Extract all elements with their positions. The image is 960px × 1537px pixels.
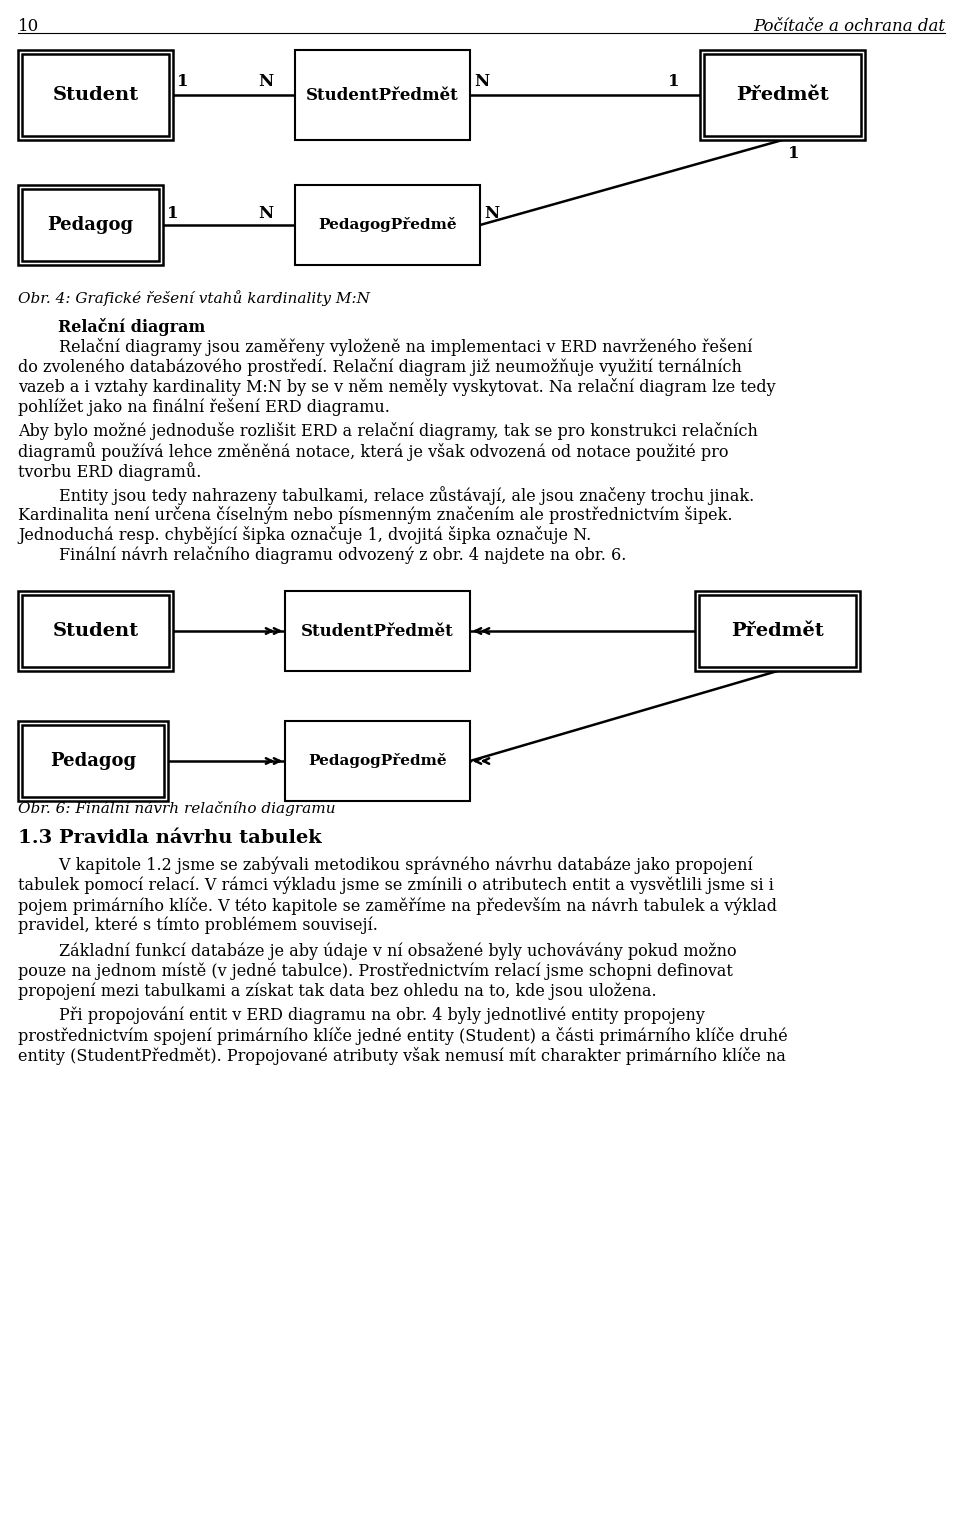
Text: 1: 1 <box>668 72 680 89</box>
Text: N: N <box>474 72 490 89</box>
Text: Obr. 4: Grafické řešení vtahů kardinality M:N: Obr. 4: Grafické řešení vtahů kardinalit… <box>18 290 370 306</box>
Text: vazeb a i vztahy kardinality M:N by se v něm neměly vyskytovat. Na relační diagr: vazeb a i vztahy kardinality M:N by se v… <box>18 378 776 397</box>
Text: pojem primárního klíče. V této kapitole se zaměříme na především na návrh tabule: pojem primárního klíče. V této kapitole … <box>18 898 777 915</box>
Bar <box>295 51 470 140</box>
Bar <box>18 721 168 801</box>
Text: Obr. 6: Finální návrh relačního diagramu: Obr. 6: Finální návrh relačního diagramu <box>18 801 336 816</box>
Text: Relační diagram: Relační diagram <box>58 318 205 337</box>
Bar <box>18 184 163 264</box>
Text: Počítače a ochrana dat: Počítače a ochrana dat <box>753 18 945 35</box>
Bar <box>700 51 865 140</box>
Bar <box>22 189 159 261</box>
Text: PedagogPředmě: PedagogPředmě <box>318 218 457 232</box>
Text: Kardinalita není určena číselným nebo písmenným značením ale prostřednictvím šip: Kardinalita není určena číselným nebo pí… <box>18 506 732 524</box>
Text: tvorbu ERD diagramů.: tvorbu ERD diagramů. <box>18 463 202 481</box>
Text: Předmět: Předmět <box>732 622 824 639</box>
Bar <box>295 184 480 264</box>
Text: 1.3 Pravidla návrhu tabulek: 1.3 Pravidla návrhu tabulek <box>18 828 322 847</box>
Bar <box>22 595 169 667</box>
Text: 10: 10 <box>18 18 39 35</box>
Text: V kapitole 1.2 jsme se zabývali metodikou správného návrhu databáze jako propoje: V kapitole 1.2 jsme se zabývali metodiko… <box>18 858 753 875</box>
Text: Předmět: Předmět <box>736 86 828 105</box>
Bar <box>285 721 470 801</box>
Text: do zvoleného databázového prostředí. Relační diagram již neumožňuje využití tern: do zvoleného databázového prostředí. Rel… <box>18 358 742 377</box>
Text: 1: 1 <box>788 146 800 163</box>
Bar <box>18 51 173 140</box>
Text: N: N <box>258 72 273 89</box>
Text: pouze na jednom místě (v jedné tabulce). Prostřednictvím relací jsme schopni def: pouze na jednom místě (v jedné tabulce).… <box>18 962 732 979</box>
Text: 1: 1 <box>177 72 188 89</box>
Text: StudentPředmět: StudentPředmět <box>306 86 459 103</box>
Text: pravidel, které s tímto problémem souvisejí.: pravidel, které s tímto problémem souvis… <box>18 918 378 934</box>
Bar <box>22 54 169 135</box>
Text: Relační diagramy jsou zaměřeny vyloženě na implementaci v ERD navrženého řešení: Relační diagramy jsou zaměřeny vyloženě … <box>18 338 753 357</box>
Text: 1: 1 <box>167 204 179 221</box>
Text: Pedagog: Pedagog <box>47 217 133 234</box>
Text: Jednoduchá resp. chybějící šipka označuje 1, dvojitá šipka označuje N.: Jednoduchá resp. chybějící šipka označuj… <box>18 526 591 544</box>
Text: N: N <box>484 204 499 221</box>
Text: Student: Student <box>53 86 138 105</box>
Text: Aby bylo možné jednoduše rozlišit ERD a relační diagramy, tak se pro konstrukci : Aby bylo možné jednoduše rozlišit ERD a … <box>18 423 757 440</box>
Text: diagramů používá lehce změněná notace, která je však odvozená od notace použité : diagramů používá lehce změněná notace, k… <box>18 443 729 461</box>
Bar <box>695 592 860 672</box>
Bar <box>699 595 856 667</box>
Text: Základní funkcí databáze je aby údaje v ní obsažené byly uchovávány pokud možno: Základní funkcí databáze je aby údaje v … <box>18 942 736 959</box>
Text: tabulek pomocí relací. V rámci výkladu jsme se zmínili o atributech entit a vysv: tabulek pomocí relací. V rámci výkladu j… <box>18 878 774 895</box>
Text: Finální návrh relačního diagramu odvozený z obr. 4 najdete na obr. 6.: Finální návrh relačního diagramu odvozen… <box>18 546 626 564</box>
Text: N: N <box>258 204 273 221</box>
Text: pohlížet jako na finální řešení ERD diagramu.: pohlížet jako na finální řešení ERD diag… <box>18 398 390 417</box>
Text: Student: Student <box>53 622 138 639</box>
Bar <box>704 54 861 135</box>
Text: Entity jsou tedy nahrazeny tabulkami, relace zůstávají, ale jsou značeny trochu : Entity jsou tedy nahrazeny tabulkami, re… <box>18 486 755 506</box>
Bar <box>22 725 164 798</box>
Text: PedagogPředmě: PedagogPředmě <box>308 753 446 768</box>
Text: entity (StudentPředmět). Propojované atributy však nemusí mít charakter primární: entity (StudentPředmět). Propojované atr… <box>18 1047 786 1065</box>
Bar <box>18 592 173 672</box>
Text: Pedagog: Pedagog <box>50 752 136 770</box>
Text: prostřednictvím spojení primárního klíče jedné entity (Student) a části primární: prostřednictvím spojení primárního klíče… <box>18 1027 788 1045</box>
Text: propojení mezi tabulkami a získat tak data bez ohledu na to, kde jsou uložena.: propojení mezi tabulkami a získat tak da… <box>18 982 657 999</box>
Text: StudentPředmět: StudentPředmět <box>301 622 454 639</box>
Bar <box>285 592 470 672</box>
Text: Při propojování entit v ERD diagramu na obr. 4 byly jednotlivé entity propojeny: Při propojování entit v ERD diagramu na … <box>18 1007 705 1025</box>
